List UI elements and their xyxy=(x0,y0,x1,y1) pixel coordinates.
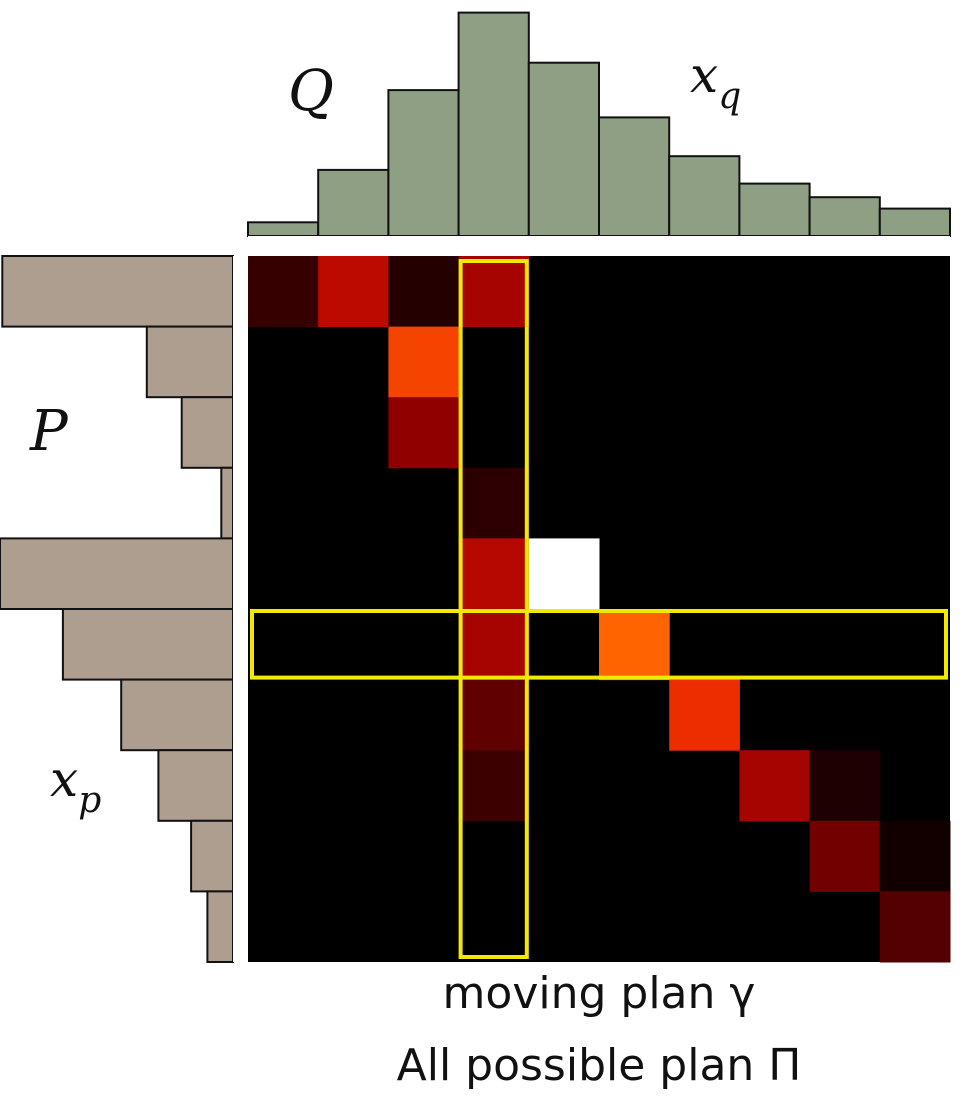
caption-moving-plan: moving plan γ xyxy=(442,968,756,1019)
left-histogram-p xyxy=(0,255,235,964)
top-histogram-baseline xyxy=(248,236,950,242)
top-hist-bar-1 xyxy=(247,221,320,238)
matrix-cell-r7-c4 xyxy=(458,679,530,751)
matrix-cell-r9-c9 xyxy=(809,820,881,892)
left-var-base: x xyxy=(50,750,78,808)
top-hist-bar-6 xyxy=(598,116,671,237)
left-hist-bar-2 xyxy=(145,325,234,399)
top-dist-label: Q xyxy=(288,59,334,124)
matrix-cell-r6-c4 xyxy=(458,609,530,681)
matrix-cell-r6-c6 xyxy=(599,609,670,681)
left-hist-bar-5 xyxy=(0,537,234,611)
left-hist-bar-8 xyxy=(157,749,234,822)
caption-all-plans: All possible plan Π xyxy=(396,1040,802,1091)
matrix-cell-r1-c3 xyxy=(388,256,460,328)
left-hist-bar-3 xyxy=(180,396,234,469)
matrix-cell-r8-c8 xyxy=(739,750,811,822)
top-hist-bar-2 xyxy=(317,168,390,237)
top-var-sub: q xyxy=(718,76,741,117)
matrix-cell-r4-c4 xyxy=(458,467,530,539)
left-hist-bar-4 xyxy=(220,466,235,540)
matrix-cell-r1-c4 xyxy=(458,256,530,328)
left-hist-bar-10 xyxy=(206,890,234,964)
matrix-cell-r1-c1 xyxy=(248,256,319,328)
top-hist-bar-8 xyxy=(738,182,811,238)
highlight-row-box xyxy=(250,609,948,680)
left-hist-bar-7 xyxy=(120,678,234,752)
top-hist-bar-5 xyxy=(527,61,600,238)
matrix-cell-r1-c2 xyxy=(318,256,389,328)
matrix-cell-r7-c7 xyxy=(669,679,740,751)
matrix-cell-r3-c3 xyxy=(388,397,460,469)
left-dist-label: P xyxy=(29,399,69,464)
left-hist-bar-6 xyxy=(61,608,235,681)
top-hist-bar-7 xyxy=(668,155,741,237)
matrix-cell-r2-c3 xyxy=(388,326,460,398)
highlight-boxes xyxy=(250,259,948,959)
top-hist-bar-3 xyxy=(387,89,460,237)
top-hist-bar-4 xyxy=(457,11,530,237)
top-hist-bar-10 xyxy=(878,207,951,238)
matrix-cell-r8-c4 xyxy=(458,750,530,822)
top-histogram-q xyxy=(247,11,951,238)
matrix-cell-r5-c4 xyxy=(458,538,530,610)
matrix-cell-r9-c10 xyxy=(879,820,951,892)
matrix-cell-r10-c10 xyxy=(879,891,951,963)
matrix-cell-r5-c5 xyxy=(528,538,600,610)
top-var-label: xq xyxy=(690,46,741,117)
top-hist-bar-9 xyxy=(808,196,881,237)
left-histogram-axis xyxy=(233,256,237,962)
left-hist-bar-9 xyxy=(190,819,235,893)
left-hist-bar-1 xyxy=(1,255,234,328)
left-var-label: xp xyxy=(50,750,101,821)
matrix-cell-r8-c9 xyxy=(809,750,881,822)
left-var-sub: p xyxy=(78,780,101,821)
top-var-base: x xyxy=(690,46,718,104)
